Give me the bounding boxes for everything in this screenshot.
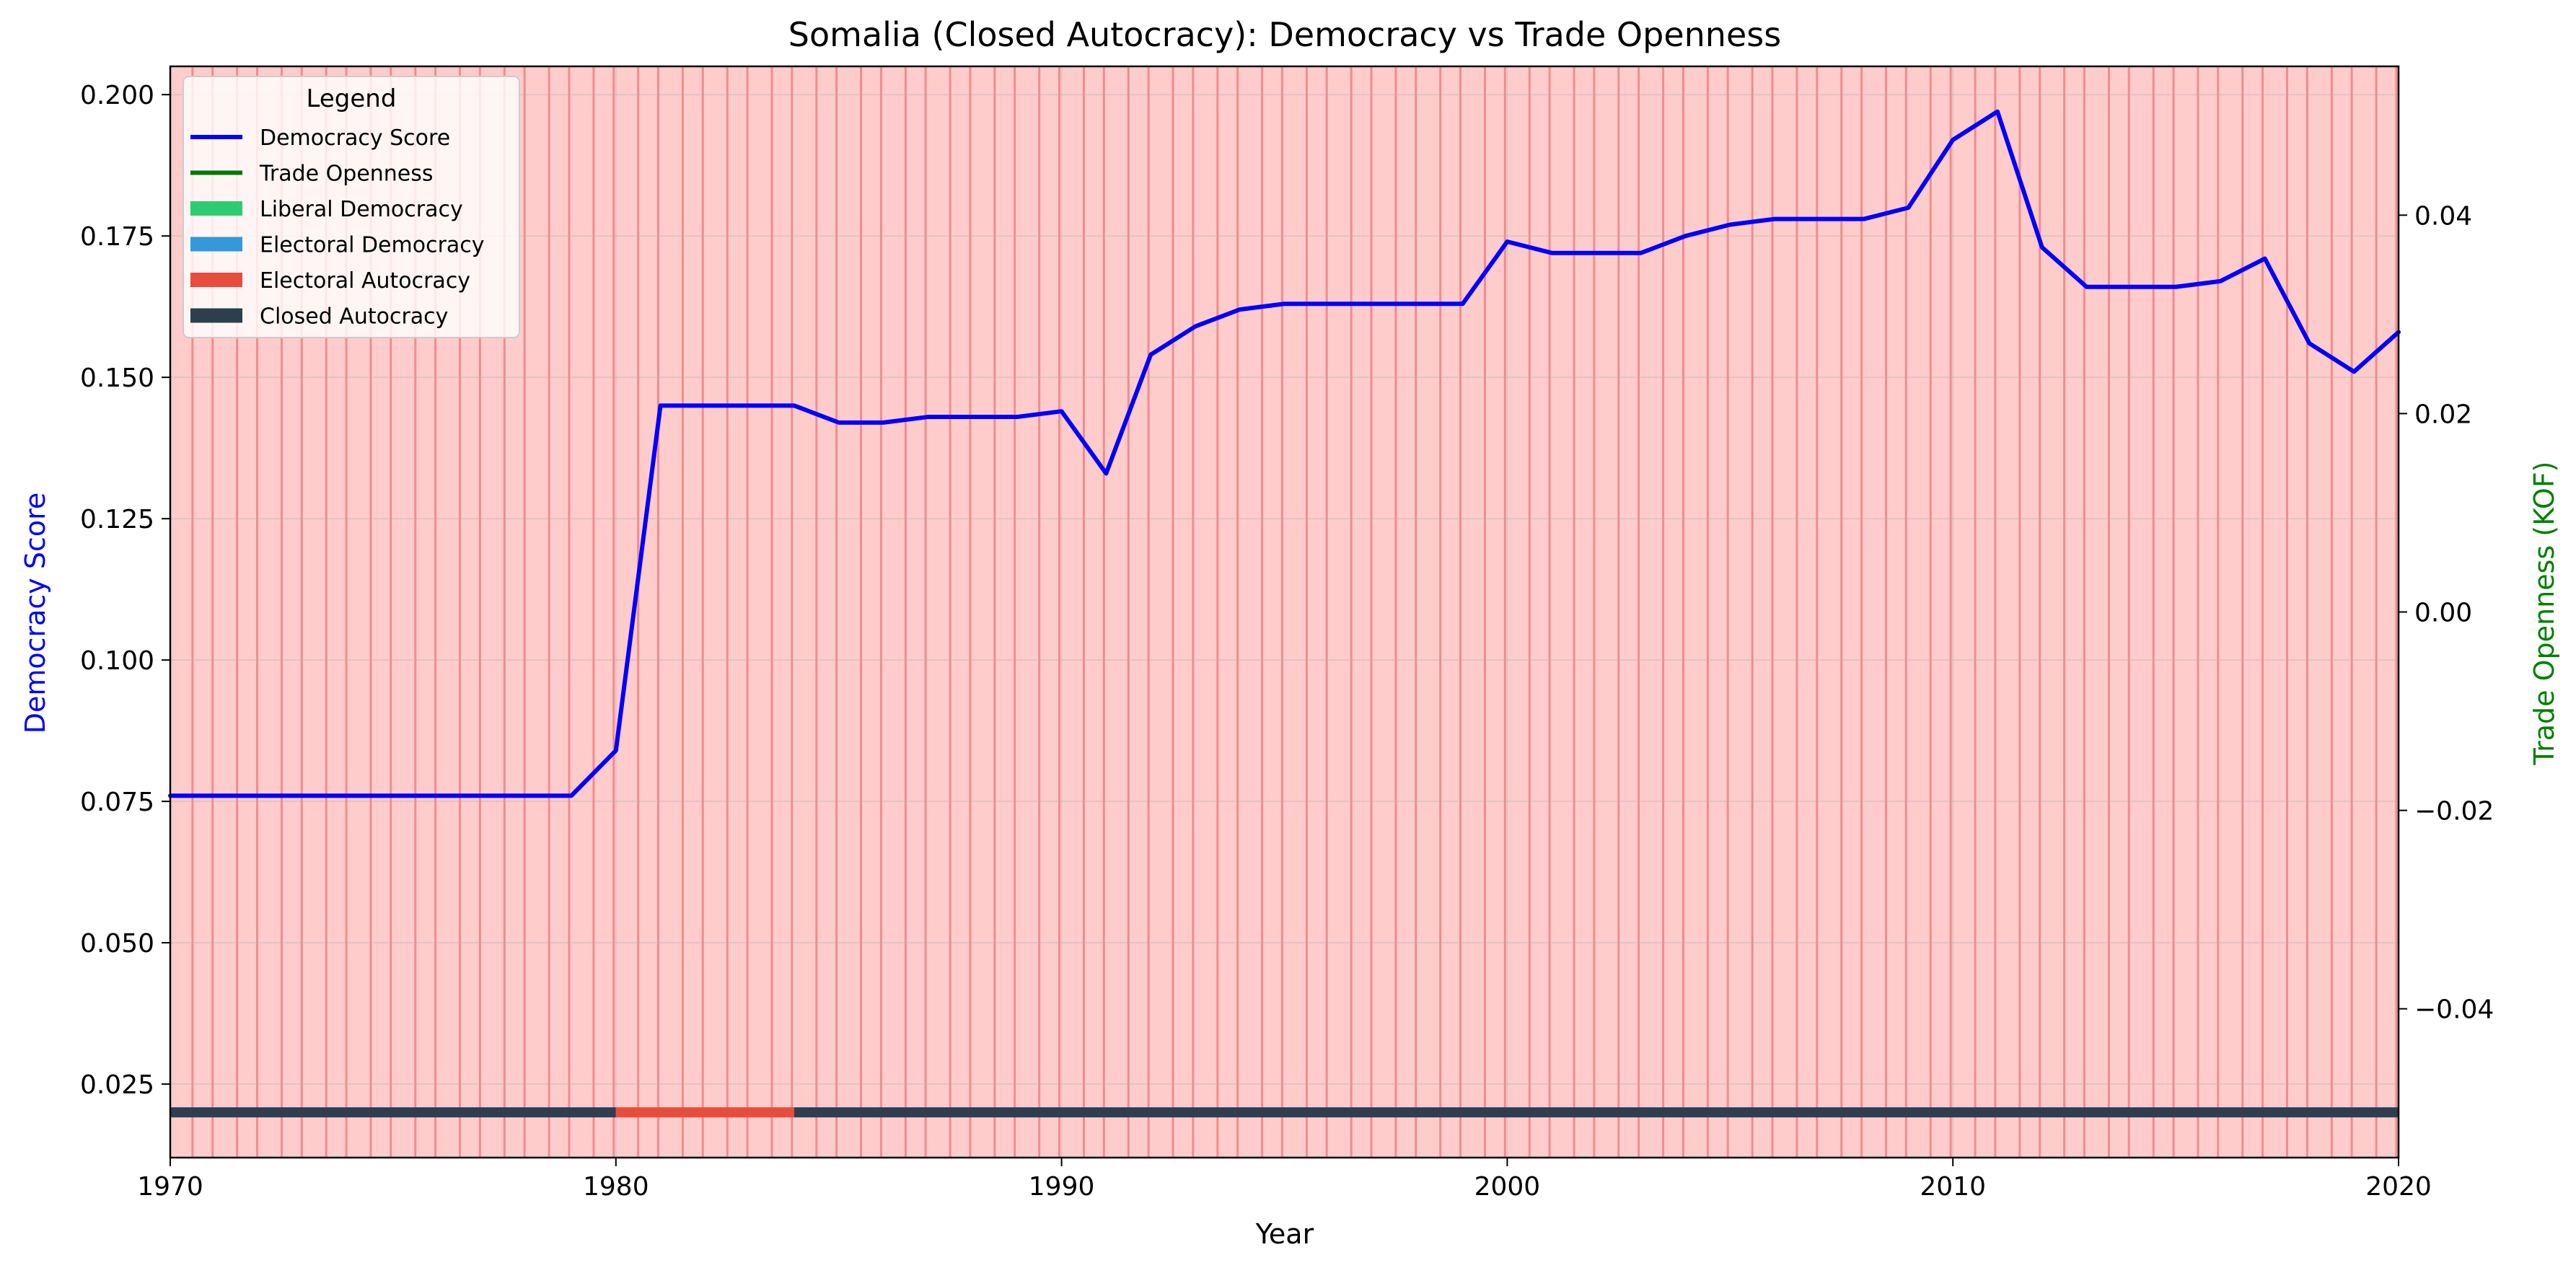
legend-patch-swatch bbox=[190, 308, 242, 323]
x-tick-label: 2010 bbox=[1920, 1172, 1986, 1202]
legend-title: Legend bbox=[307, 84, 397, 113]
chart-title: Somalia (Closed Autocracy): Democracy vs… bbox=[788, 15, 1781, 54]
legend-entry-label: Liberal Democracy bbox=[260, 197, 463, 222]
x-tick-label: 2000 bbox=[1474, 1172, 1541, 1202]
legend-entry-label: Closed Autocracy bbox=[260, 304, 448, 330]
y-tick-label: 0.025 bbox=[80, 1070, 154, 1100]
y-tick-label: 0.075 bbox=[80, 788, 154, 817]
legend-entry-label: Democracy Score bbox=[260, 125, 450, 151]
x-axis-label: Year bbox=[1255, 1218, 1314, 1250]
y2-tick-label: −0.04 bbox=[2414, 995, 2494, 1025]
plot-background bbox=[170, 66, 2399, 1158]
legend: Legend Democracy Score Trade Openness Libe… bbox=[183, 76, 520, 338]
series-lines bbox=[168, 109, 2401, 798]
legend-entries: Democracy Score Trade Openness Liberal Dem… bbox=[190, 125, 485, 330]
x-tick-label: 2020 bbox=[2365, 1172, 2432, 1202]
y2-axis-label: Trade Openness (KOF) bbox=[2528, 461, 2560, 765]
y2-tick-label: 0.04 bbox=[2414, 201, 2472, 231]
y2-tick-label: −0.02 bbox=[2414, 797, 2494, 827]
x-tick-label: 1970 bbox=[137, 1172, 203, 1202]
y-axis-label: Democracy Score bbox=[19, 493, 51, 734]
y2-ticks: −0.04 −0.02 0.00 0.02 0.04 bbox=[2399, 201, 2494, 1025]
democracy-score-line bbox=[168, 109, 2401, 798]
plot-area-fill bbox=[170, 66, 2399, 1158]
legend-entry-label: Trade Openness bbox=[259, 162, 434, 187]
x-tick-label: 1980 bbox=[583, 1172, 649, 1202]
y2-tick-label: 0.00 bbox=[2414, 599, 2472, 628]
x-ticks: 1970 1980 1990 2000 2010 2020 bbox=[137, 1158, 2432, 1202]
y-tick-label: 0.100 bbox=[80, 646, 154, 676]
legend-entry-label: Electoral Autocracy bbox=[260, 268, 470, 294]
y-tick-label: 0.200 bbox=[80, 81, 154, 110]
x-tick-label: 1990 bbox=[1029, 1172, 1095, 1202]
legend-frame bbox=[183, 76, 520, 338]
legend-patch-swatch bbox=[190, 273, 242, 287]
legend-patch-swatch bbox=[190, 201, 242, 216]
legend-entry-label: Electoral Democracy bbox=[260, 233, 485, 258]
y-tick-label: 0.175 bbox=[80, 222, 154, 252]
y-tick-label: 0.150 bbox=[80, 364, 154, 393]
y-tick-label: 0.050 bbox=[80, 929, 154, 959]
y-tick-label: 0.125 bbox=[80, 505, 154, 534]
legend-patch-swatch bbox=[190, 237, 242, 252]
y-ticks: 0.025 0.050 0.075 0.100 0.125 0.150 0.175 0.200 bbox=[80, 81, 170, 1100]
y2-tick-label: 0.02 bbox=[2414, 400, 2472, 429]
